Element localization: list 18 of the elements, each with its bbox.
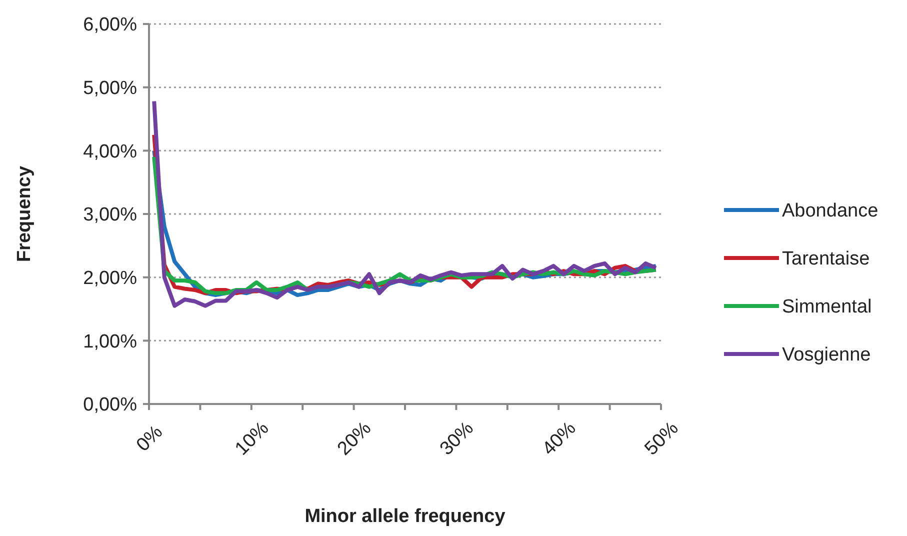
- x-tick-label: 0%: [132, 422, 168, 456]
- legend-label: Tarentaise: [782, 248, 870, 270]
- legend-label: Simmental: [782, 296, 872, 318]
- y-axis-title: Frequency: [14, 166, 35, 262]
- legend-label: Abondance: [782, 200, 878, 222]
- x-tick-label: 40%: [538, 418, 580, 460]
- x-axis-title: Minor allele frequency: [304, 506, 506, 527]
- y-tick-label: 0,00%: [83, 394, 138, 416]
- x-tick-label: 50%: [640, 418, 683, 460]
- y-tick-label: 6,00%: [83, 14, 138, 36]
- legend-label: Vosgienne: [782, 344, 871, 366]
- y-tick-label: 4,00%: [83, 141, 138, 162]
- y-tick-label: 3,00%: [83, 204, 138, 226]
- line-series: [152, 99, 658, 308]
- y-tick-label: 2,00%: [83, 268, 138, 289]
- y-tick-label: 5,00%: [83, 78, 138, 99]
- y-tick-label: 1,00%: [83, 331, 138, 352]
- x-tick-label: 30%: [436, 418, 478, 460]
